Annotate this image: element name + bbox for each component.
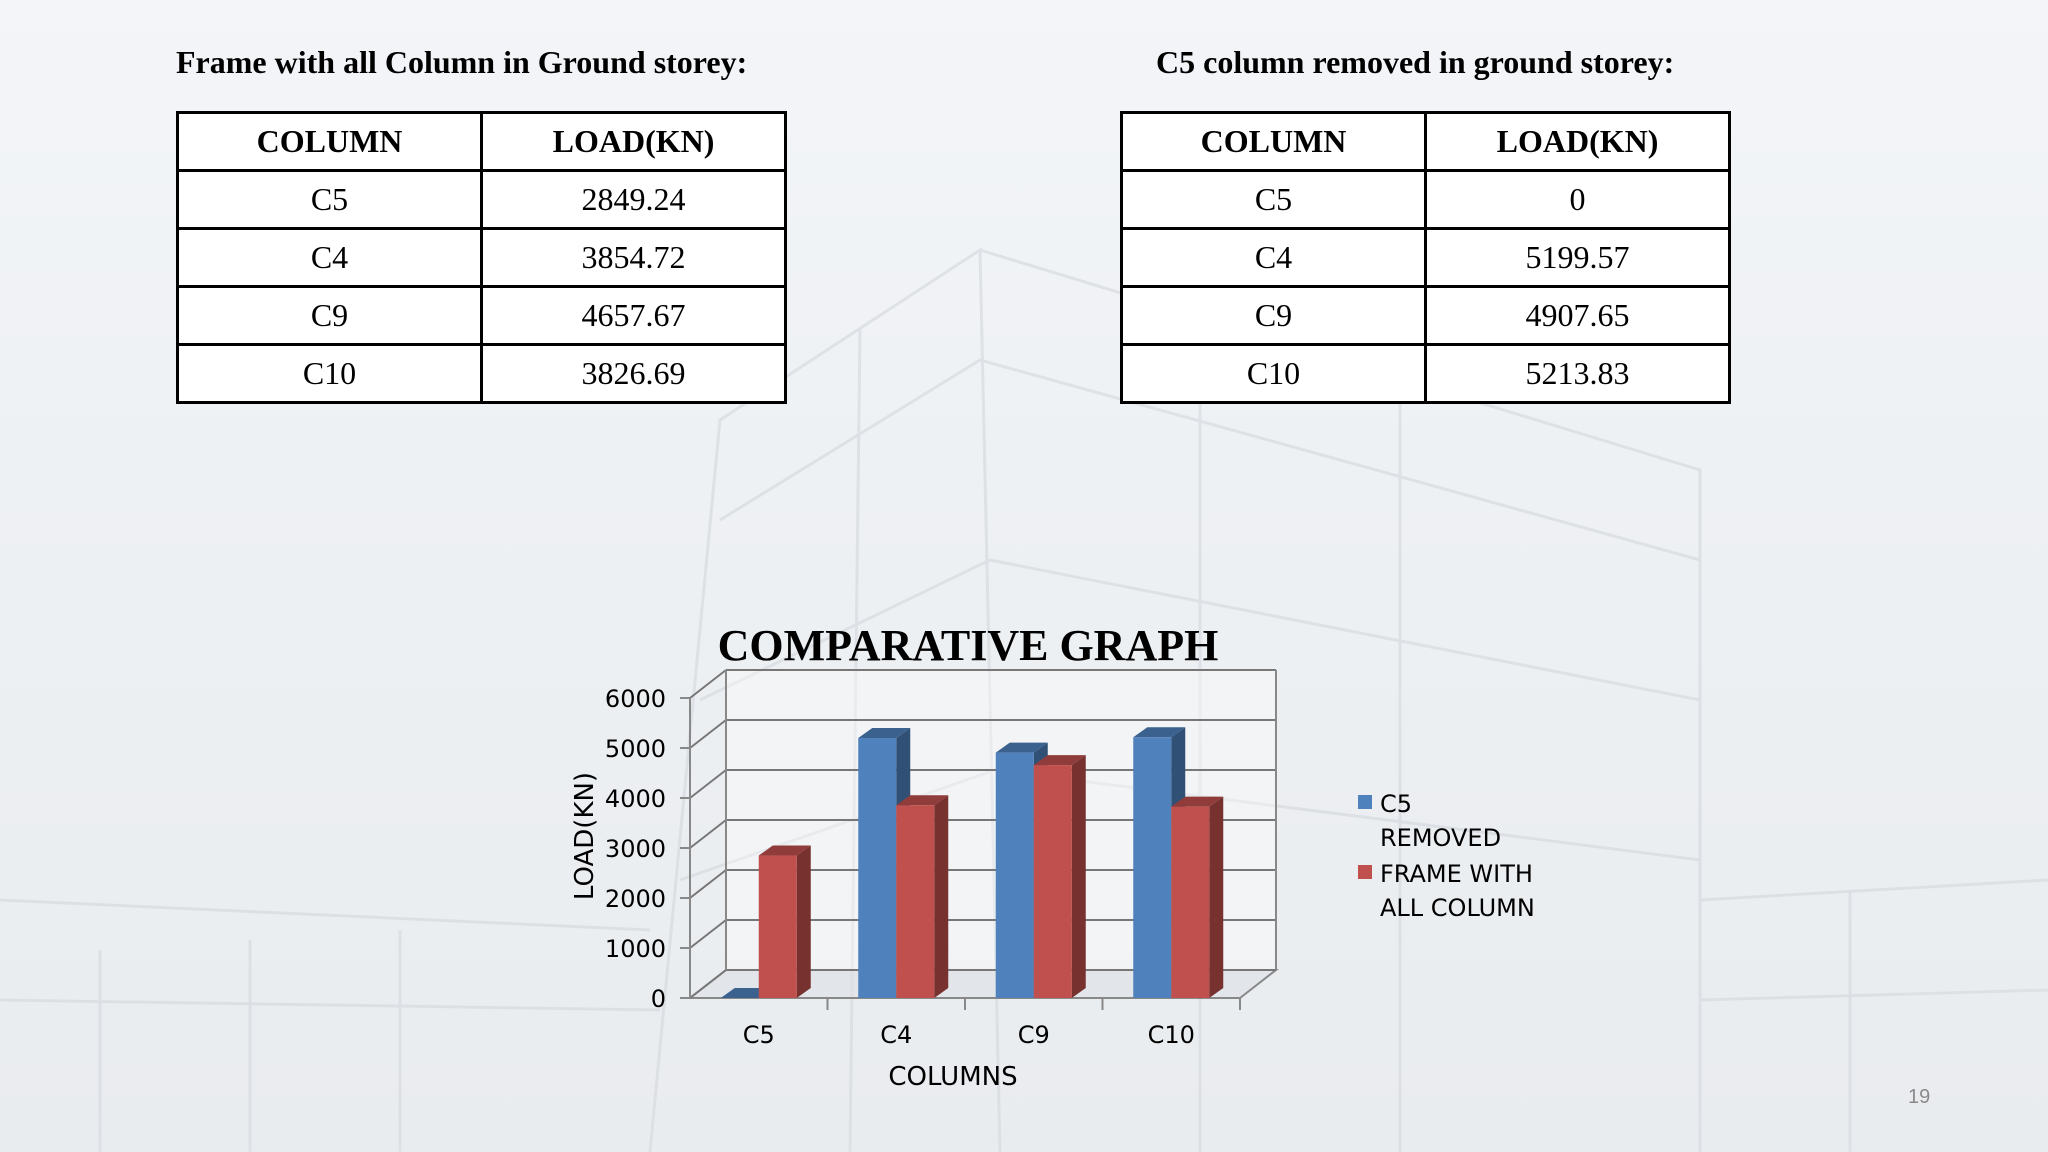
column-cell: C9 [1120,285,1427,346]
bar-side [1209,796,1224,998]
legend-label: REMOVED [1380,824,1501,852]
table-header-row: COLUMN LOAD(KN) [1120,111,1731,172]
x-tick-label: C4 [880,1021,912,1049]
load-cell: 4657.67 [480,285,787,346]
load-header: LOAD(KN) [1424,111,1731,172]
load-cell: 0 [1424,169,1731,230]
column-cell: C10 [176,343,483,404]
bar-front [995,752,1034,998]
table-header-row: COLUMN LOAD(KN) [176,111,787,172]
y-tick-label: 2000 [605,885,666,913]
bar-top [896,795,949,806]
column-cell: C9 [176,285,483,346]
legend-label: C5 [1380,790,1412,818]
c5-removed-table: COLUMN LOAD(KN) C5 0 C4 5199.57 C9 4907.… [1120,111,1731,404]
bar-side [1071,755,1086,998]
table-row: C4 5199.57 [1120,227,1731,288]
chart-ticks: 0 1000 2000 3000 4000 5000 6000 C5 C4 C9 C10 [605,685,1241,1049]
y-axis-label: LOAD(KN) [570,772,600,900]
legend-swatch [1358,865,1372,879]
load-header: LOAD(KN) [480,111,787,172]
gridline-diagonal [689,669,727,699]
table-row: C9 4657.67 [176,285,787,346]
bar-front [1033,765,1072,998]
x-tick-label: C9 [1018,1021,1050,1049]
chart-legend: C5 REMOVED FRAME WITH ALL COLUMN [1358,790,1535,922]
load-cell: 2849.24 [480,169,787,230]
table-row: C10 3826.69 [176,343,787,404]
x-tick-label: C5 [743,1021,775,1049]
legend-label: FRAME WITH [1380,860,1533,888]
x-axis-label: COLUMNS [888,1062,1017,1092]
column-cell: C4 [176,227,483,288]
frame-all-columns-table: COLUMN LOAD(KN) C5 2849.24 C4 3854.72 C9… [176,111,787,404]
bar-front [758,855,797,998]
legend-item: FRAME WITH ALL COLUMN [1358,860,1535,922]
bar [1171,796,1224,998]
column-cell: C5 [1120,169,1427,230]
table-row: C5 2849.24 [176,169,787,230]
right-table-heading: C5 column removed in ground storey: [1156,44,1675,80]
chart-title: COMPARATIVE GRAPH [718,621,1219,670]
table-row: C5 0 [1120,169,1731,230]
bar [896,795,949,998]
y-tick-label: 5000 [605,735,666,763]
load-cell: 5213.83 [1424,343,1731,404]
bar-top [758,845,811,856]
bar-side [934,795,949,998]
column-header: COLUMN [1120,111,1427,172]
table-row: C4 3854.72 [176,227,787,288]
table-row: C9 4907.65 [1120,285,1731,346]
bar-front [896,805,935,998]
load-cell: 3826.69 [480,343,787,404]
table-row: C10 5213.83 [1120,343,1731,404]
bar [758,845,811,998]
column-cell: C10 [1120,343,1427,404]
y-tick-label: 0 [651,985,666,1013]
gridline-diagonal [689,969,727,999]
column-cell: C4 [1120,227,1427,288]
left-table-heading: Frame with all Column in Ground storey: [176,44,748,80]
y-tick-label: 6000 [605,685,666,713]
chart-bars [720,727,1224,998]
y-tick-label: 1000 [605,935,666,963]
bar-top [1133,727,1186,738]
gridline-diagonal [689,819,727,849]
bar [1133,727,1186,998]
bar-top [858,728,911,739]
load-cell: 4907.65 [1424,285,1731,346]
y-tick-label: 4000 [605,785,666,813]
bar-side [796,845,811,998]
bar-top [995,742,1048,753]
legend-label: ALL COLUMN [1380,894,1535,922]
column-header: COLUMN [176,111,483,172]
gridline-diagonal [689,869,727,899]
column-cell: C5 [176,169,483,230]
page-number: 19 [1908,1086,1931,1108]
bar-top [1033,755,1086,766]
legend-swatch [1358,795,1372,809]
bar [1033,755,1086,998]
legend-item: C5 REMOVED [1358,790,1501,852]
gridline-diagonal [689,719,727,749]
gridline-diagonal [689,919,727,949]
bar-front [1171,806,1210,998]
bar-front [858,738,897,998]
x-tick-label: C10 [1148,1021,1195,1049]
bar-front [1133,737,1172,998]
load-cell: 3854.72 [480,227,787,288]
gridline-diagonal [689,769,727,799]
bar-top [1171,796,1224,807]
load-cell: 5199.57 [1424,227,1731,288]
y-tick-label: 3000 [605,835,666,863]
